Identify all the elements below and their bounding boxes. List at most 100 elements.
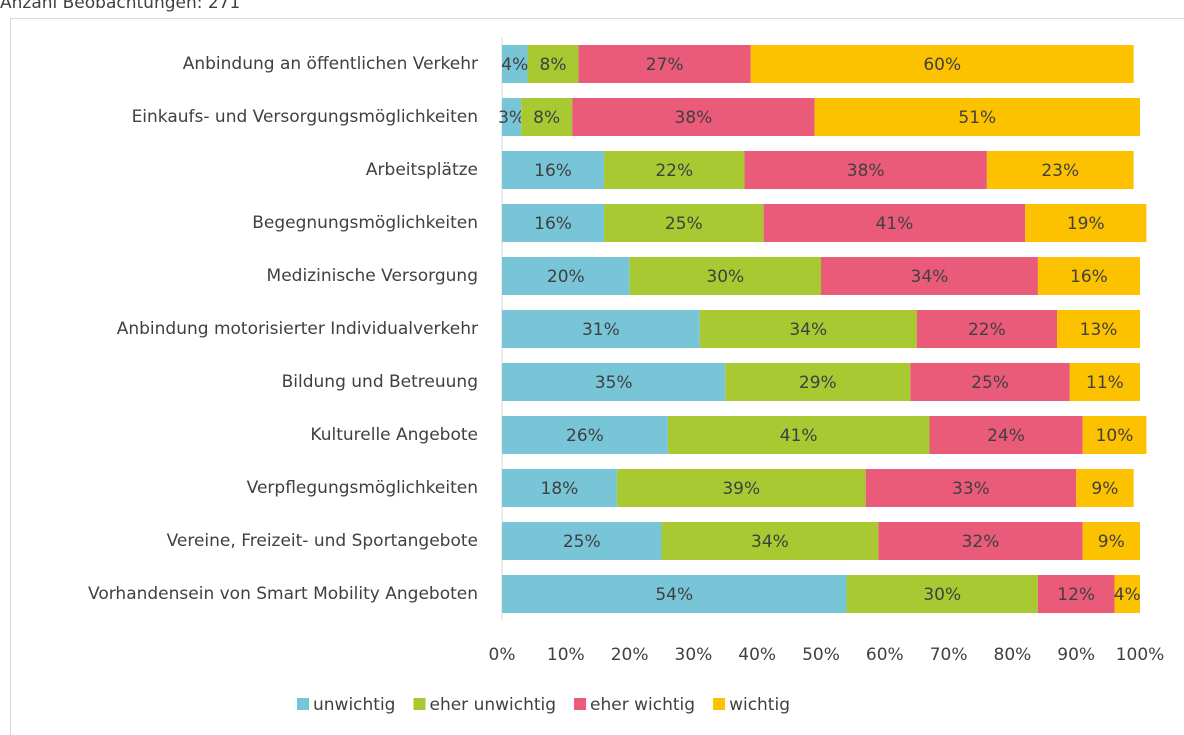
data-label: 38% xyxy=(675,108,713,128)
x-tick-label: 50% xyxy=(802,645,840,665)
bar-segment xyxy=(910,363,1070,401)
legend-swatch xyxy=(297,698,309,710)
bar-segment xyxy=(502,522,662,560)
bar-segment xyxy=(725,363,911,401)
x-tick-label: 30% xyxy=(675,645,713,665)
bar-segment xyxy=(744,151,987,189)
y-tick-label: Anbindung motorisierter Individualverkeh… xyxy=(117,319,478,339)
bar-segment xyxy=(502,469,617,507)
bar-segment xyxy=(502,363,726,401)
bar-segment xyxy=(846,575,1038,613)
bar-segment xyxy=(814,98,1140,136)
data-label: 51% xyxy=(958,108,996,128)
data-label: 9% xyxy=(1098,532,1125,552)
data-label: 16% xyxy=(534,214,572,234)
x-tick-label: 10% xyxy=(547,645,585,665)
x-tick-label: 70% xyxy=(930,645,968,665)
x-tick-label: 0% xyxy=(489,645,516,665)
data-label: 54% xyxy=(655,585,693,605)
data-label: 34% xyxy=(751,532,789,552)
bar-segment xyxy=(1076,469,1134,507)
legend-label: wichtig xyxy=(729,695,790,715)
data-label: 29% xyxy=(799,373,837,393)
legend-label: eher wichtig xyxy=(590,695,695,715)
x-tick-label: 60% xyxy=(866,645,904,665)
bar-segment xyxy=(502,310,700,348)
data-label: 3% xyxy=(498,108,525,128)
x-tick-label: 80% xyxy=(994,645,1032,665)
bar-segment xyxy=(502,45,528,83)
data-label: 22% xyxy=(968,320,1006,340)
data-label: 4% xyxy=(501,55,528,75)
bar-segment xyxy=(821,257,1038,295)
bar-segment xyxy=(527,45,579,83)
data-label: 16% xyxy=(1070,267,1108,287)
y-tick-label: Verpflegungsmöglichkeiten xyxy=(247,478,478,498)
bar-segment xyxy=(865,469,1077,507)
bar-segment xyxy=(502,575,847,613)
data-label: 22% xyxy=(655,161,693,181)
bar-segment xyxy=(1025,204,1147,242)
data-label: 30% xyxy=(923,585,961,605)
data-label: 8% xyxy=(540,55,567,75)
bar-segment xyxy=(604,151,745,189)
bar-segment xyxy=(1082,416,1147,454)
data-label: 26% xyxy=(566,426,604,446)
data-label: 23% xyxy=(1041,161,1079,181)
bar-segment xyxy=(1069,363,1140,401)
legend-swatch xyxy=(713,698,726,710)
bar-segment xyxy=(929,416,1083,454)
y-tick-label: Vorhandensein von Smart Mobility Angebot… xyxy=(88,584,478,604)
data-label: 39% xyxy=(722,479,760,499)
bar-segment xyxy=(502,98,522,136)
data-label: 11% xyxy=(1086,373,1124,393)
data-label: 19% xyxy=(1067,214,1105,234)
bar-segment xyxy=(986,151,1134,189)
bar-segment xyxy=(916,310,1058,348)
x-tick-label: 20% xyxy=(611,645,649,665)
bar-segment xyxy=(661,522,879,560)
bar-segment xyxy=(521,98,573,136)
data-label: 34% xyxy=(789,320,827,340)
legend-swatch xyxy=(574,698,587,710)
legend-label: eher unwichtig xyxy=(429,695,556,715)
subtitle: Anzahl Beobachtungen: 271 xyxy=(0,0,240,13)
bar-segment xyxy=(750,45,1134,83)
y-tick-label: Kulturelle Angebote xyxy=(310,425,478,445)
data-label: 20% xyxy=(547,267,585,287)
bar-segment xyxy=(572,98,815,136)
data-label: 35% xyxy=(595,373,633,393)
bar-segment xyxy=(502,257,630,295)
bar-segment xyxy=(699,310,917,348)
bar-segment xyxy=(616,469,866,507)
y-tick-label: Anbindung an öffentlichen Verkehr xyxy=(183,54,478,74)
y-tick-label: Einkaufs- und Versorgungsmöglichkeiten xyxy=(132,107,478,127)
data-label: 10% xyxy=(1096,426,1134,446)
bar-segment xyxy=(667,416,930,454)
bar-segment xyxy=(763,204,1026,242)
y-tick-label: Begegnungsmöglichkeiten xyxy=(252,213,478,233)
data-label: 30% xyxy=(706,267,744,287)
data-label: 24% xyxy=(987,426,1025,446)
bar-segment xyxy=(578,45,751,83)
data-label: 31% xyxy=(582,320,620,340)
bar-segment xyxy=(878,522,1083,560)
bar-segment xyxy=(1057,310,1140,348)
data-label: 38% xyxy=(847,161,885,181)
data-label: 41% xyxy=(780,426,818,446)
legend-swatch xyxy=(413,698,426,710)
legend-label: unwichtig xyxy=(313,695,395,715)
x-tick-label: 100% xyxy=(1116,645,1165,665)
data-label: 12% xyxy=(1057,585,1095,605)
data-label: 34% xyxy=(911,267,949,287)
data-label: 33% xyxy=(952,479,990,499)
data-label: 16% xyxy=(534,161,572,181)
bar-segment xyxy=(629,257,821,295)
bar-segment xyxy=(1082,522,1140,560)
data-label: 8% xyxy=(533,108,560,128)
bar-segment xyxy=(1037,257,1140,295)
bar-segment xyxy=(604,204,764,242)
data-label: 27% xyxy=(646,55,684,75)
data-label: 60% xyxy=(923,55,961,75)
